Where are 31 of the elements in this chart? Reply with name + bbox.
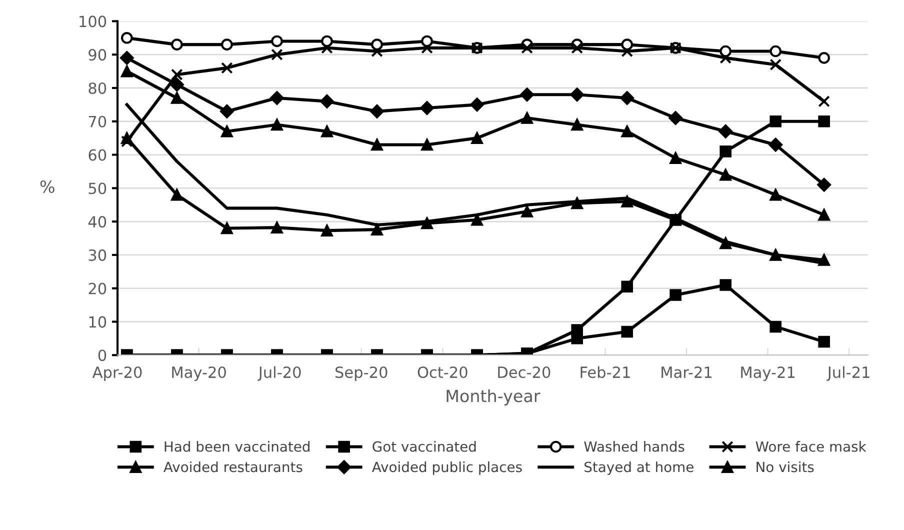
x-tick-label: Oct-20 [418, 366, 468, 378]
x-tick-label: Jul-21 [826, 366, 870, 381]
legend-label: Stayed at home [584, 461, 694, 475]
x-tick-label: Mar-21 [662, 366, 712, 378]
y-tick-label: 10 [89, 316, 106, 328]
y-tick-label: 50 [88, 182, 106, 194]
y-tick-label: 100 [80, 16, 106, 28]
y-tick-label: 0 [98, 350, 106, 362]
legend-label: Avoided restaurants [164, 461, 302, 472]
y-tick-label: 30 [88, 249, 106, 261]
legend-label: Avoided public places [372, 461, 522, 475]
legend-label: No visits [756, 461, 814, 472]
x-tick-label: Apr-20 [92, 366, 142, 381]
y-tick-label: 80 [88, 82, 106, 94]
y-tick-label: 90 [88, 49, 106, 61]
legend-label: Got vaccinated [372, 441, 476, 452]
x-axis-title: Month-year [446, 389, 540, 406]
legend-label: Had been vaccinated [164, 441, 310, 452]
x-tick-label: Feb-21 [580, 366, 630, 378]
x-tick-label: May-20 [172, 366, 226, 381]
legend-label: Washed hands [584, 441, 684, 452]
y-tick-label: 70 [88, 116, 106, 128]
y-tick-label: 40 [88, 216, 106, 228]
x-tick-label: May-21 [741, 366, 795, 381]
legend-label: Wore face mask [756, 441, 866, 452]
x-tick-label: Dec-20 [498, 366, 550, 378]
y-tick-label: 20 [88, 282, 106, 294]
y-axis-title: % [40, 180, 54, 193]
x-tick-label: Sep-20 [336, 366, 388, 381]
y-tick-label: 60 [88, 149, 106, 161]
x-tick-label: Jul-20 [258, 366, 301, 381]
